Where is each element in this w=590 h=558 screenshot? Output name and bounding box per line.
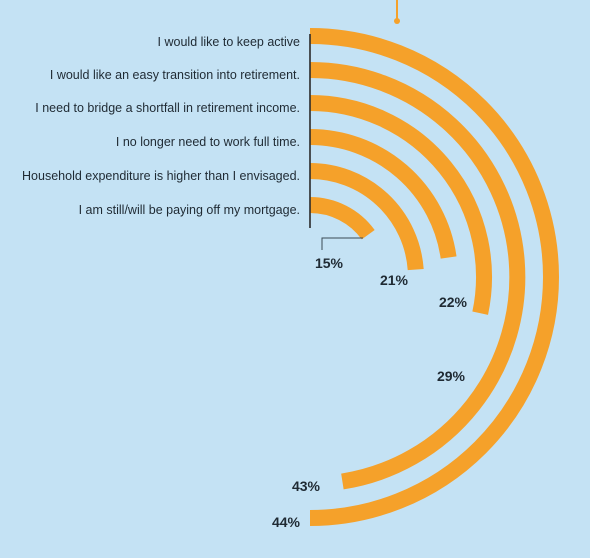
- category-label: I would like to keep active: [158, 35, 300, 49]
- category-label: I need to bridge a shortfall in retireme…: [35, 101, 300, 115]
- bar-arc: [309, 163, 424, 271]
- value-label: 21%: [380, 272, 409, 288]
- inner-bracket: [321, 237, 363, 250]
- bar-arc: [309, 95, 492, 315]
- bar-arc: [309, 28, 559, 526]
- category-label: I would like an easy transition into ret…: [50, 68, 300, 82]
- category-label: Household expenditure is higher than I e…: [22, 169, 300, 183]
- value-label: 29%: [437, 368, 466, 384]
- category-label: I no longer need to work full time.: [116, 135, 300, 149]
- bar-arc: [309, 129, 457, 259]
- value-label: 44%: [272, 514, 301, 530]
- value-label: 15%: [315, 255, 344, 271]
- bar-arcs: [309, 28, 559, 526]
- value-label: 43%: [292, 478, 321, 494]
- category-labels: I would like to keep active I would like…: [22, 35, 300, 217]
- bar-arc: [309, 61, 526, 490]
- bar-arc: [309, 197, 375, 240]
- top-marker-dot: [394, 18, 400, 24]
- value-label: 22%: [439, 294, 468, 310]
- value-labels: 44% 43% 29% 22% 21% 15%: [272, 255, 468, 530]
- category-label: I am still/will be paying off my mortgag…: [79, 203, 300, 217]
